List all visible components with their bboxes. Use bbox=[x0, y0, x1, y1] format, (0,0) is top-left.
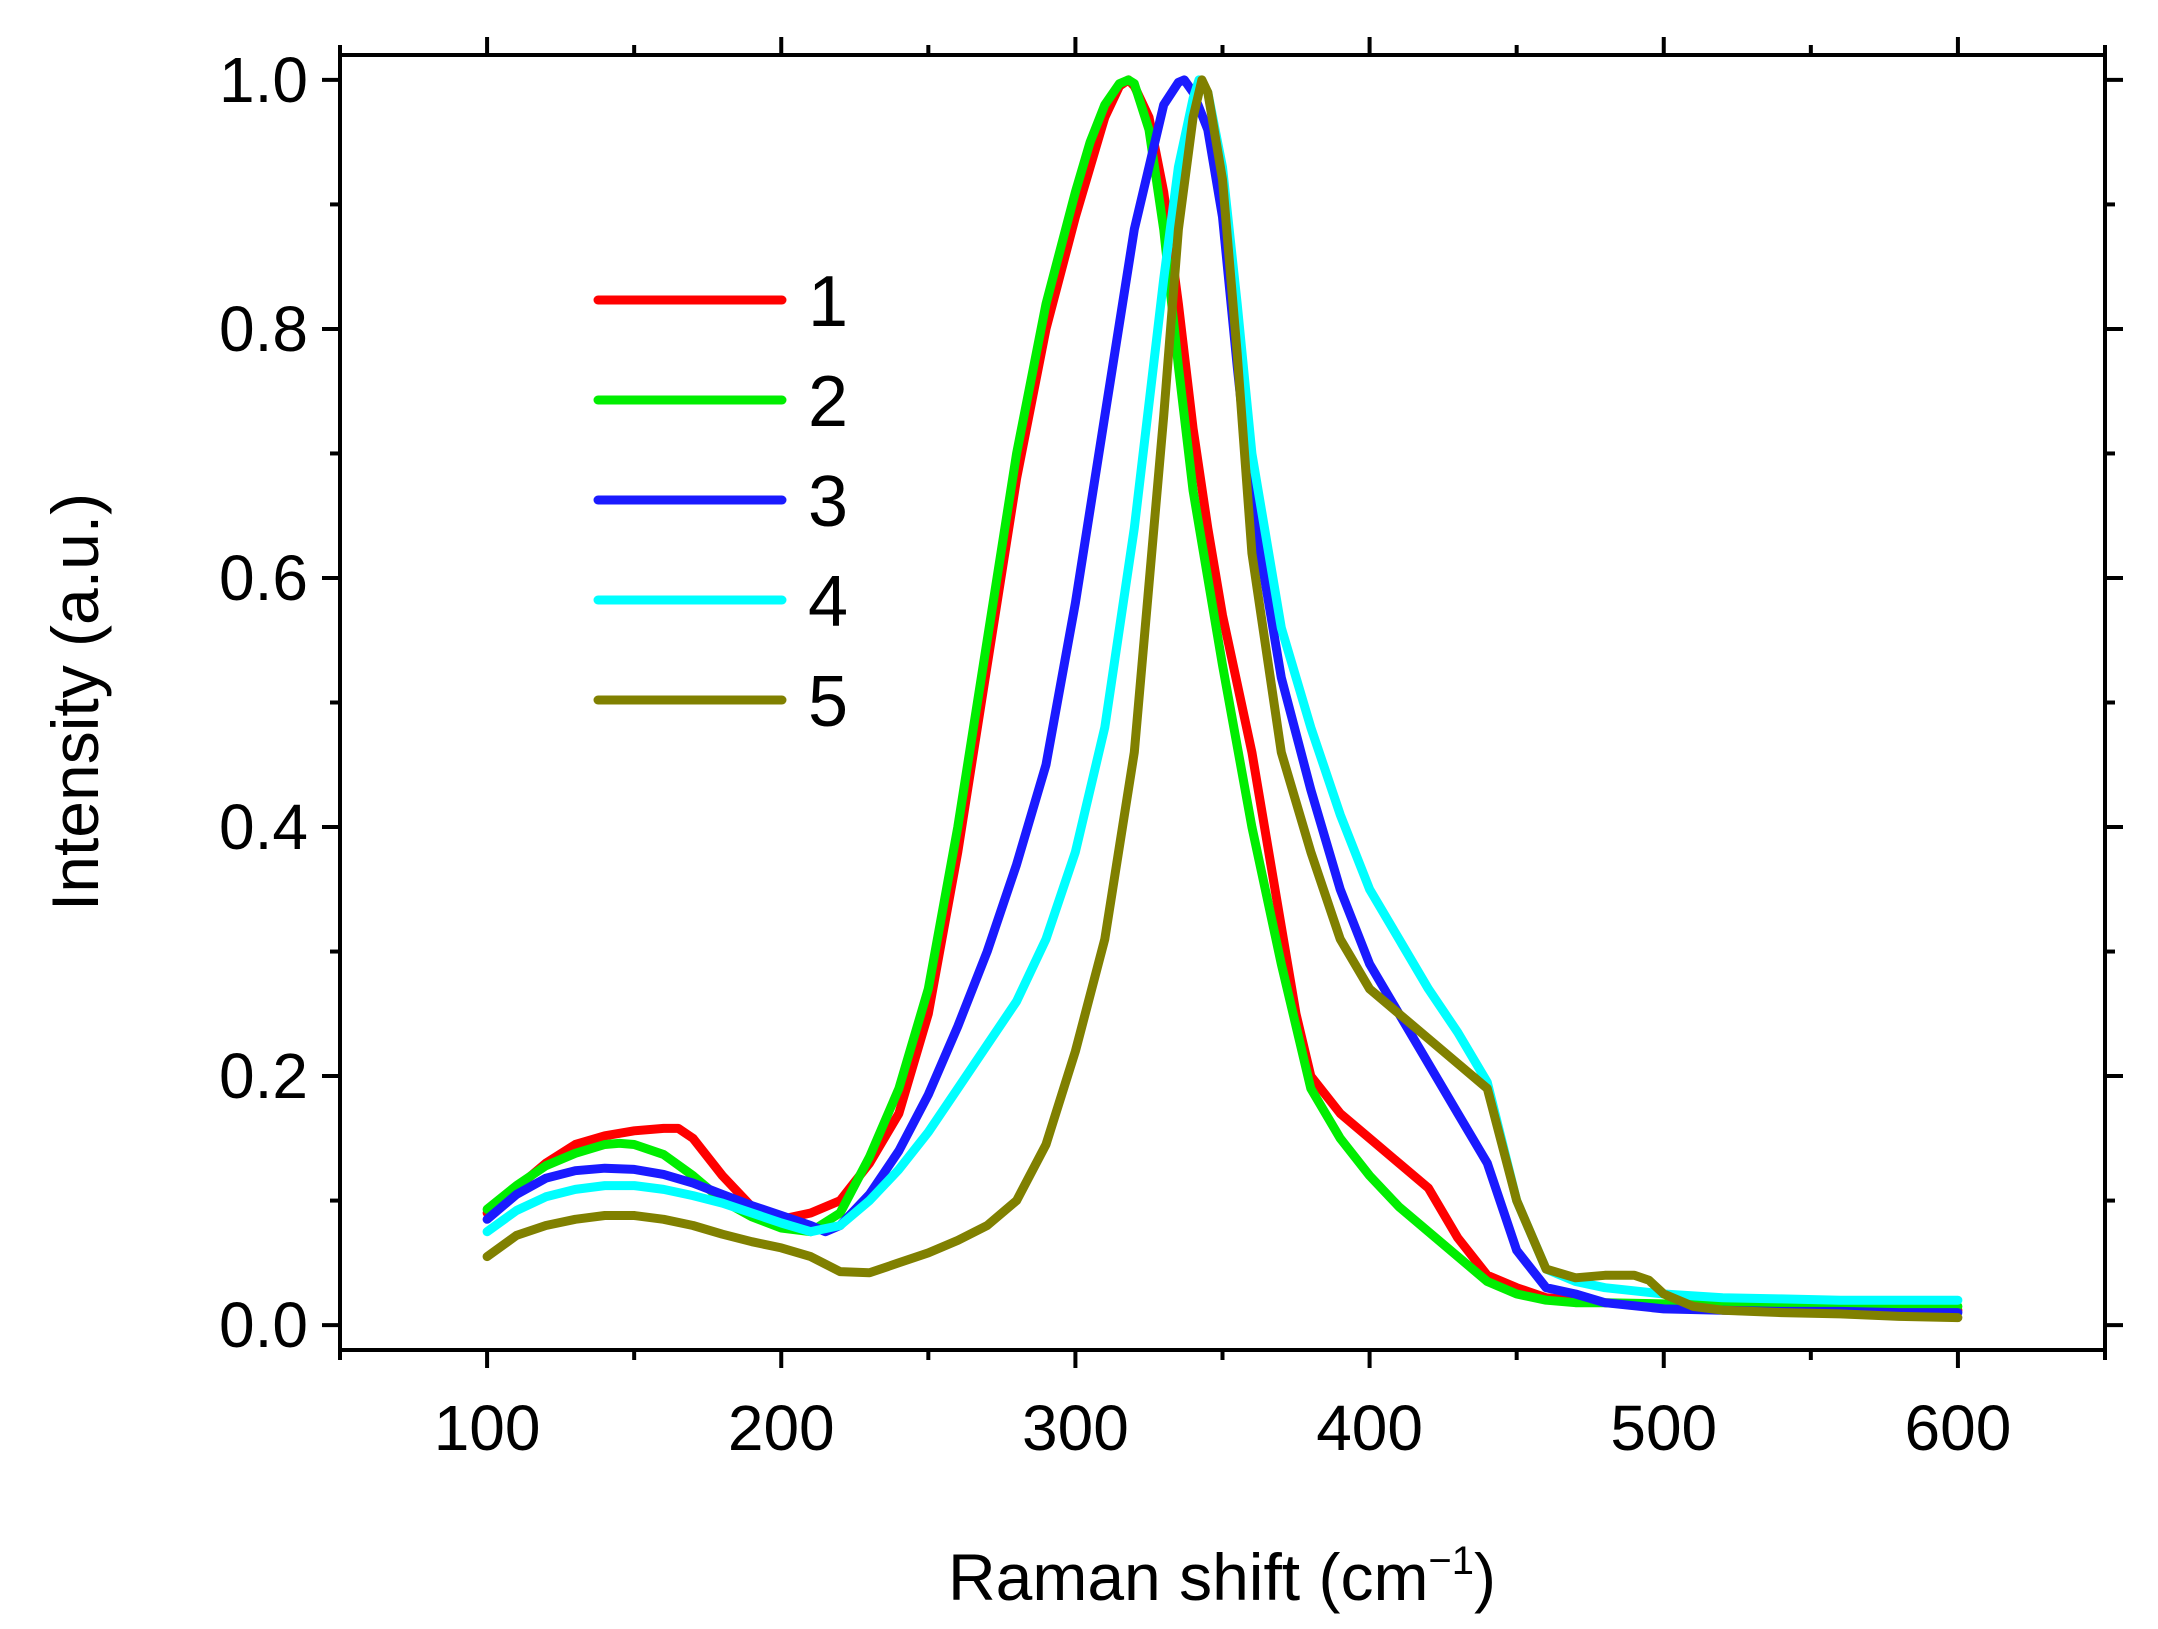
y-tick-label: 0.4 bbox=[219, 791, 308, 863]
legend-label-3: 3 bbox=[808, 462, 848, 542]
x-tick-label: 100 bbox=[434, 1392, 541, 1464]
legend-label-5: 5 bbox=[808, 662, 848, 742]
x-tick-label: 600 bbox=[1905, 1392, 2012, 1464]
plot-frame bbox=[338, 53, 2107, 1352]
x-tick-label: 400 bbox=[1316, 1392, 1423, 1464]
x-axis-title-end: ) bbox=[1474, 1540, 1496, 1614]
series-line-1 bbox=[482, 75, 1963, 1315]
x-tick-label: 300 bbox=[1022, 1392, 1129, 1464]
series-line-2 bbox=[482, 75, 1963, 1311]
y-tick-label: 1.0 bbox=[219, 44, 308, 116]
series-line-5 bbox=[482, 75, 1963, 1323]
legend-label-4: 4 bbox=[808, 562, 848, 642]
y-axis-title: Intensity (a.u.) bbox=[38, 493, 112, 911]
y-tick-label: 0.2 bbox=[219, 1040, 308, 1112]
legend-label-2: 2 bbox=[808, 362, 848, 442]
series-lines bbox=[482, 75, 1963, 1323]
series-line-3 bbox=[482, 75, 1963, 1318]
x-axis-title-superscript: −1 bbox=[1428, 1539, 1474, 1583]
x-axis-title-main: Raman shift (cm bbox=[948, 1540, 1428, 1614]
y-tick-label: 0.6 bbox=[219, 542, 308, 614]
legend: 1 2 3 4 5 bbox=[593, 262, 848, 742]
y-tick-labels: 0.0 0.2 0.4 0.6 0.8 1.0 bbox=[219, 44, 308, 1361]
x-tick-label: 200 bbox=[728, 1392, 835, 1464]
x-tick-labels: 100 200 300 400 500 600 bbox=[434, 1392, 2012, 1464]
x-tick-label: 500 bbox=[1610, 1392, 1717, 1464]
y-tick-label: 0.8 bbox=[219, 293, 308, 365]
x-axis-title: Raman shift (cm−1) bbox=[948, 1539, 1496, 1614]
y-tick-label: 0.0 bbox=[219, 1289, 308, 1361]
legend-label-1: 1 bbox=[808, 262, 848, 342]
